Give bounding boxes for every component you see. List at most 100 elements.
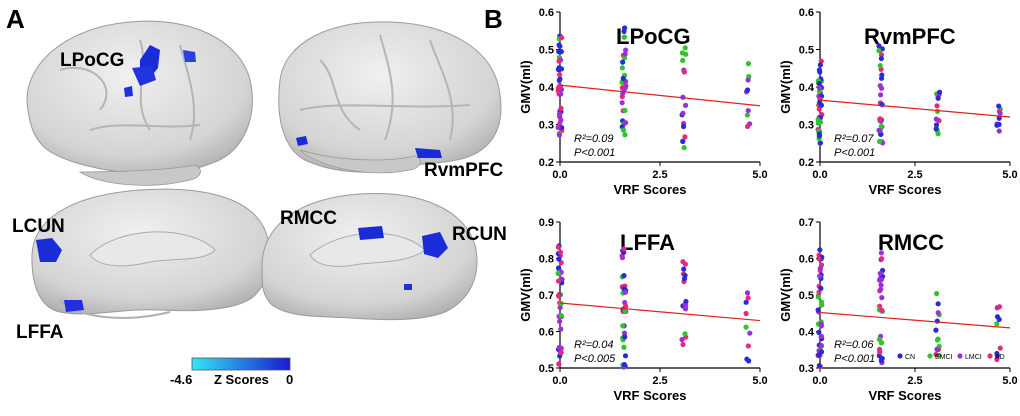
rmcc-xtick-label: 2.5 xyxy=(907,375,922,387)
rmcc-point xyxy=(879,295,885,301)
lffa-point xyxy=(558,349,564,356)
lffa-point xyxy=(743,310,749,317)
rmcc-point xyxy=(876,346,883,352)
rmcc-title: RMCC xyxy=(878,230,944,255)
panel-a-letter: A xyxy=(6,4,25,34)
lpocg-point xyxy=(558,49,564,55)
lffa-ytick-label: 0.6 xyxy=(539,327,554,339)
lpocg-point xyxy=(621,28,627,35)
lffa-fit-line xyxy=(559,302,761,322)
lffa-point xyxy=(743,299,749,305)
rmcc-point xyxy=(879,307,885,313)
lffa-point xyxy=(557,318,563,325)
lpocg-point xyxy=(556,132,563,138)
lpocg-xtick-label: 5.0 xyxy=(752,169,767,181)
lpocg-point xyxy=(622,132,628,138)
lffa-point xyxy=(557,304,563,311)
lpocg-point xyxy=(680,110,686,116)
lpocg-point xyxy=(622,107,628,114)
rvmpfc-point xyxy=(878,55,884,62)
rmcc-point xyxy=(997,345,1003,351)
rmcc-point xyxy=(933,351,939,358)
rmcc-point xyxy=(817,273,823,279)
rvmpfc-point xyxy=(997,110,1003,116)
lpocg-point xyxy=(556,42,562,48)
lpocg-point xyxy=(555,124,561,131)
lpocg-point xyxy=(622,84,629,91)
rvmpfc-point xyxy=(817,62,823,68)
rvmpfc-point xyxy=(877,116,883,122)
lffa-point xyxy=(745,295,751,301)
lffa-r2-annotation: R²=0.04 xyxy=(574,339,613,351)
lpocg-point xyxy=(683,51,689,57)
rmcc-point xyxy=(818,285,824,291)
rmcc-point xyxy=(934,290,940,297)
lffa-point xyxy=(622,353,629,359)
lffa-ytick-label: 0.9 xyxy=(539,217,554,229)
lffa-point xyxy=(557,249,564,255)
lpocg-point xyxy=(745,61,752,67)
lpocg-xlabel: VRF Scores xyxy=(614,182,687,197)
rmcc-point xyxy=(878,250,884,256)
rvmpfc-ytick-label: 0.4 xyxy=(799,82,815,94)
colorbar-max-label: 0 xyxy=(286,372,294,387)
rvmpfc-point xyxy=(933,126,939,132)
rmcc-point xyxy=(817,247,823,253)
lpocg-point xyxy=(745,77,751,83)
lpocg-fit-line xyxy=(559,84,761,107)
rmcc-point xyxy=(816,329,822,335)
lffa-point xyxy=(681,266,687,272)
brain-right-medial xyxy=(261,192,478,321)
lffa-ytick-label: 0.8 xyxy=(539,254,554,266)
rvmpfc-xlabel: VRF Scores xyxy=(869,182,942,197)
lpocg-ylabel: GMV(ml) xyxy=(518,60,533,113)
rvmpfc-point xyxy=(935,95,941,101)
lffa-point xyxy=(744,290,751,296)
rmcc-point xyxy=(878,340,884,346)
rvmpfc-point xyxy=(933,122,940,128)
lffa-point xyxy=(555,265,562,271)
lpocg-ytick-label: 0.5 xyxy=(539,45,554,57)
region-label-rvmpfc: RvmPFC xyxy=(424,160,503,181)
rmcc-point xyxy=(994,356,1000,363)
lpocg-xtick-label: 2.5 xyxy=(652,169,667,181)
rvmpfc-point xyxy=(877,62,883,69)
region-label-lffa: LFFA xyxy=(16,322,64,343)
lpocg-ytick-label: 0.4 xyxy=(539,82,555,94)
region-label-lcun: LCUN xyxy=(12,216,65,237)
lpocg-point xyxy=(558,105,564,111)
rvmpfc-point xyxy=(815,117,821,123)
lffa-point xyxy=(745,343,751,349)
rmcc-ytick-label: 0.6 xyxy=(799,254,814,266)
lffa-xtick-label: 0.0 xyxy=(552,375,567,387)
lffa-point xyxy=(623,303,629,309)
lffa-point xyxy=(621,362,628,368)
rmcc-point xyxy=(818,321,824,327)
rvmpfc-point xyxy=(878,52,885,58)
lpocg-point xyxy=(556,58,562,64)
lffa-point xyxy=(555,270,561,277)
rvmpfc-point xyxy=(877,92,884,98)
rvmpfc-point xyxy=(878,123,885,129)
rmcc-point xyxy=(994,353,1000,359)
lffa-point xyxy=(747,330,753,336)
rmcc-point xyxy=(933,327,939,333)
rmcc-point xyxy=(878,286,884,292)
lffa-point xyxy=(681,276,688,282)
colorbar-title: Z Scores xyxy=(214,372,269,387)
lpocg-point xyxy=(556,111,563,117)
lffa-point xyxy=(555,278,562,284)
rvmpfc-ylabel: GMV(ml) xyxy=(778,60,793,113)
lpocg-point xyxy=(682,102,689,108)
rmcc-ytick-label: 0.7 xyxy=(799,217,814,229)
lffa-title: LFFA xyxy=(620,230,675,255)
rmcc-point xyxy=(818,342,824,349)
rmcc-point xyxy=(815,307,821,313)
brain-left-lateral xyxy=(26,20,253,186)
rmcc-point xyxy=(878,357,884,363)
rvmpfc-point xyxy=(934,108,941,114)
rmcc-point xyxy=(996,316,1002,323)
lpocg-point xyxy=(619,100,625,106)
rvmpfc-point xyxy=(876,43,882,49)
